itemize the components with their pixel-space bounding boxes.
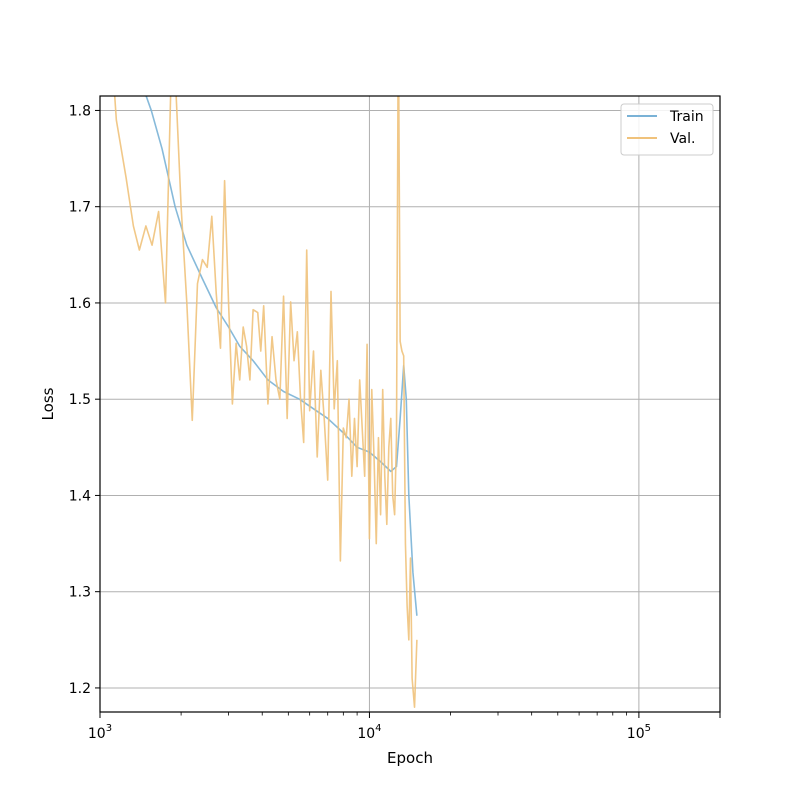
legend-label-train: Train bbox=[669, 109, 704, 125]
legend-label-val: Val. bbox=[670, 131, 695, 147]
y-tick-label: 1.4 bbox=[69, 488, 91, 504]
series-layer bbox=[113, 96, 418, 708]
y-tick-label: 1.8 bbox=[69, 103, 91, 119]
y-tick-label: 1.3 bbox=[69, 585, 91, 601]
x-tick-label: 103 bbox=[88, 723, 112, 742]
x-tick-label: 104 bbox=[357, 723, 381, 742]
series-line-val bbox=[113, 96, 418, 708]
x-tick-label: 105 bbox=[627, 723, 651, 742]
series-line-train bbox=[145, 96, 418, 616]
axis-ticks: 1.2 1.3 1.4 1.5 1.6 1.7 1.8 103 104 105 bbox=[69, 103, 721, 742]
y-axis-label: Loss bbox=[39, 387, 57, 420]
y-tick-label: 1.5 bbox=[69, 392, 91, 408]
y-tick-label: 1.6 bbox=[69, 296, 91, 312]
x-axis-label: Epoch bbox=[387, 749, 433, 767]
legend: Train Val. bbox=[620, 103, 714, 156]
grid bbox=[99, 96, 720, 712]
y-tick-label: 1.7 bbox=[69, 200, 91, 216]
y-tick-label: 1.2 bbox=[69, 681, 91, 697]
plot-frame bbox=[99, 95, 721, 713]
